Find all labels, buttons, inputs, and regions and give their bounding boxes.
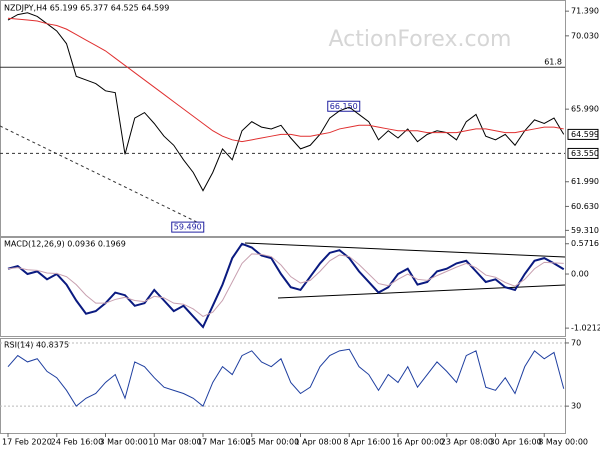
x-tick-label: 17 Feb 2020 bbox=[2, 438, 52, 447]
macd-title: MACD(12,26,9) 0.0936 0.1969 bbox=[4, 240, 126, 249]
triangle-upper bbox=[244, 242, 566, 258]
y-tick-label: 70 bbox=[571, 338, 581, 347]
annotation-label: 66.150 bbox=[330, 102, 358, 111]
trend-line bbox=[0, 125, 206, 227]
price-title: NZDJPY,H4 65.199 65.377 64.525 64.599 bbox=[4, 4, 169, 13]
y-tick-label: 61.990 bbox=[571, 177, 599, 186]
level-label: 63.550 bbox=[571, 149, 599, 158]
x-tick-label: 16 Apr 00:00 bbox=[392, 438, 444, 447]
macd-panel bbox=[0, 237, 566, 337]
annotation-box bbox=[327, 100, 361, 112]
series-line bbox=[7, 17, 564, 143]
x-tick-label: 8 Apr 16:00 bbox=[343, 438, 390, 447]
annotation-box bbox=[171, 221, 205, 233]
x-tick-label: 8 May 00:00 bbox=[538, 438, 588, 447]
x-tick-label: 25 Mar 00:00 bbox=[246, 438, 299, 447]
price-box bbox=[567, 128, 599, 140]
x-tick-label: 3 Mar 00:00 bbox=[100, 438, 148, 447]
watermark: ActionForex.com bbox=[329, 27, 512, 52]
y-tick-label: 60.630 bbox=[571, 202, 599, 211]
x-tick-label: 30 Apr 16:00 bbox=[490, 438, 542, 447]
y-tick-label: 65.990 bbox=[571, 105, 599, 114]
level-label: 61.8 bbox=[544, 58, 562, 67]
annotation-label: 59.490 bbox=[174, 223, 202, 232]
series-line bbox=[7, 12, 565, 192]
y-tick-label: 70.030 bbox=[571, 31, 599, 40]
x-tick-label: 17 Mar 16:00 bbox=[197, 438, 250, 447]
y-tick-label: 30 bbox=[571, 402, 581, 411]
price-label: 64.599 bbox=[571, 130, 599, 139]
rsi-panel bbox=[0, 338, 566, 434]
y-tick-label: 0.00 bbox=[571, 270, 589, 279]
x-tick-label: 23 Apr 08:00 bbox=[441, 438, 493, 447]
level-box bbox=[567, 147, 599, 159]
x-tick-label: 10 Mar 08:00 bbox=[148, 438, 201, 447]
y-tick-label: -1.0212 bbox=[571, 324, 600, 333]
x-tick-label: 1 Apr 08:00 bbox=[295, 438, 342, 447]
x-tick-label: 24 Feb 16:00 bbox=[51, 438, 103, 447]
series-line bbox=[7, 348, 565, 407]
series-line bbox=[7, 253, 564, 317]
rsi-title: RSI(14) 40.8375 bbox=[4, 341, 69, 350]
y-tick-label: 71.390 bbox=[571, 7, 599, 16]
y-tick-label: 0.5716 bbox=[571, 239, 599, 248]
y-tick-label: 59.310 bbox=[571, 226, 599, 235]
